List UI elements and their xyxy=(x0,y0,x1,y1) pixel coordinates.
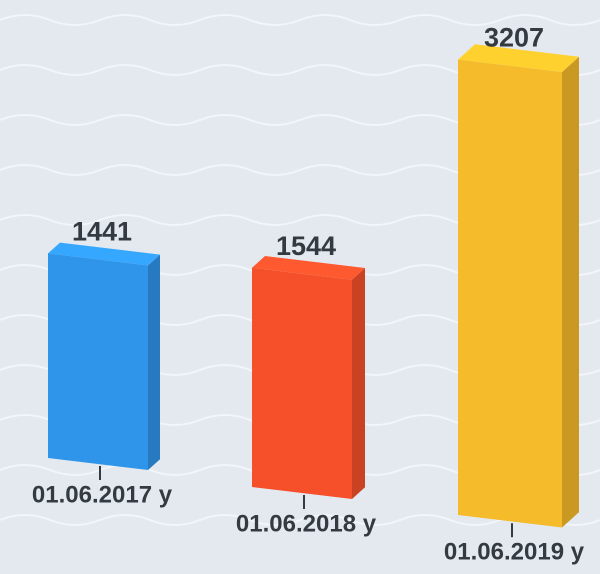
value-label: 1544 xyxy=(276,231,336,261)
bar xyxy=(252,267,352,499)
bar xyxy=(48,253,148,470)
bar-side xyxy=(148,254,160,470)
x-tick-label: 01.06.2019 y xyxy=(444,539,585,566)
x-tick-label: 01.06.2018 y xyxy=(236,510,377,537)
value-label: 1441 xyxy=(72,217,132,247)
bar xyxy=(458,59,562,528)
bar-side xyxy=(352,268,365,499)
bar-side xyxy=(562,56,579,528)
bar-top xyxy=(48,242,160,266)
x-tick-label: 01.06.2017 y xyxy=(32,481,173,508)
value-label: 3207 xyxy=(484,23,544,53)
bar-top xyxy=(252,256,365,280)
bar-top xyxy=(458,44,579,73)
